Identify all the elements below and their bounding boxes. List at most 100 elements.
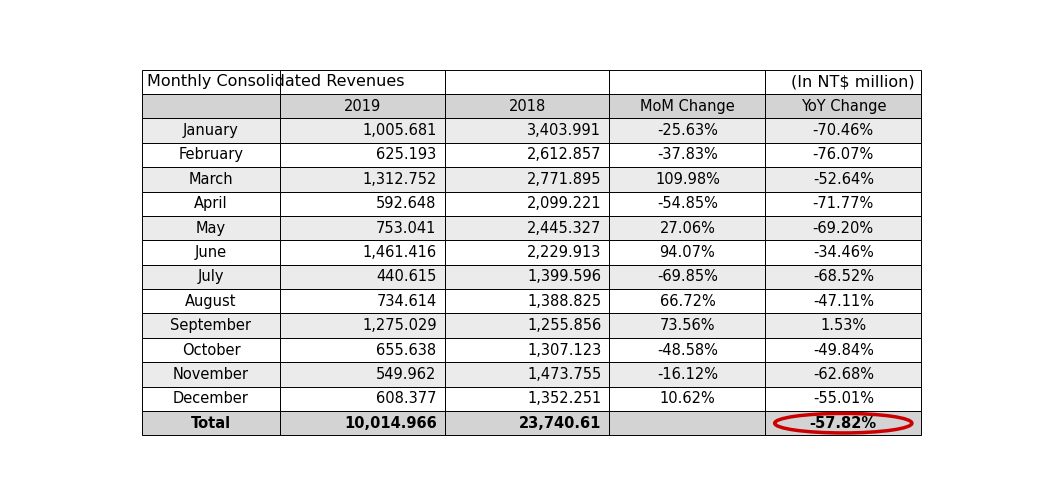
Bar bbox=[280, 362, 445, 386]
Text: 23,740.61: 23,740.61 bbox=[518, 416, 601, 430]
Text: 753.041: 753.041 bbox=[376, 220, 437, 236]
Bar bbox=[610, 216, 765, 240]
Bar bbox=[765, 118, 921, 143]
Text: 625.193: 625.193 bbox=[376, 148, 437, 162]
Bar bbox=[280, 264, 445, 289]
Bar bbox=[280, 143, 445, 167]
Text: -68.52%: -68.52% bbox=[813, 270, 874, 284]
Bar bbox=[142, 216, 280, 240]
Text: July: July bbox=[198, 270, 224, 284]
Bar bbox=[142, 143, 280, 167]
Text: 27.06%: 27.06% bbox=[660, 220, 716, 236]
Text: 66.72%: 66.72% bbox=[660, 294, 716, 309]
Bar bbox=[280, 289, 445, 314]
Text: (In NT$ million): (In NT$ million) bbox=[791, 74, 915, 90]
Text: 2018: 2018 bbox=[508, 98, 545, 114]
Text: -69.20%: -69.20% bbox=[813, 220, 874, 236]
Bar bbox=[280, 94, 445, 118]
Bar bbox=[445, 338, 610, 362]
Bar bbox=[445, 192, 610, 216]
Bar bbox=[610, 289, 765, 314]
Text: December: December bbox=[173, 392, 249, 406]
Text: 2,771.895: 2,771.895 bbox=[527, 172, 601, 187]
Text: -34.46%: -34.46% bbox=[813, 245, 873, 260]
Text: -55.01%: -55.01% bbox=[813, 392, 874, 406]
Bar bbox=[765, 362, 921, 386]
Text: 440.615: 440.615 bbox=[376, 270, 437, 284]
Bar bbox=[142, 264, 280, 289]
Text: -52.64%: -52.64% bbox=[813, 172, 874, 187]
Text: 2019: 2019 bbox=[344, 98, 382, 114]
Bar bbox=[280, 411, 445, 436]
Text: 3,403.991: 3,403.991 bbox=[527, 123, 601, 138]
Text: -76.07%: -76.07% bbox=[813, 148, 874, 162]
Bar bbox=[765, 94, 921, 118]
Bar bbox=[142, 167, 280, 192]
Bar bbox=[445, 118, 610, 143]
Text: 2,229.913: 2,229.913 bbox=[527, 245, 601, 260]
Text: -57.82%: -57.82% bbox=[810, 416, 877, 430]
Text: -70.46%: -70.46% bbox=[813, 123, 874, 138]
Bar bbox=[445, 314, 610, 338]
Bar bbox=[445, 143, 610, 167]
Bar bbox=[765, 143, 921, 167]
Text: May: May bbox=[196, 220, 226, 236]
Text: 1,307.123: 1,307.123 bbox=[527, 342, 601, 357]
Bar bbox=[610, 118, 765, 143]
Text: -47.11%: -47.11% bbox=[813, 294, 874, 309]
Text: January: January bbox=[184, 123, 239, 138]
Text: February: February bbox=[178, 148, 244, 162]
Text: 1,005.681: 1,005.681 bbox=[362, 123, 437, 138]
Text: -37.83%: -37.83% bbox=[657, 148, 718, 162]
Text: October: October bbox=[181, 342, 241, 357]
Text: 1,388.825: 1,388.825 bbox=[527, 294, 601, 309]
Text: Total: Total bbox=[191, 416, 231, 430]
Bar bbox=[610, 386, 765, 411]
Text: 655.638: 655.638 bbox=[376, 342, 437, 357]
Bar bbox=[142, 338, 280, 362]
Bar bbox=[765, 314, 921, 338]
Bar bbox=[610, 362, 765, 386]
Bar bbox=[142, 94, 280, 118]
Text: 1,473.755: 1,473.755 bbox=[527, 367, 601, 382]
Text: -49.84%: -49.84% bbox=[813, 342, 874, 357]
Bar bbox=[765, 264, 921, 289]
Bar bbox=[610, 167, 765, 192]
Text: 1,399.596: 1,399.596 bbox=[527, 270, 601, 284]
Bar bbox=[445, 362, 610, 386]
Text: -71.77%: -71.77% bbox=[813, 196, 874, 211]
Bar bbox=[280, 167, 445, 192]
Bar bbox=[610, 240, 765, 264]
Bar bbox=[765, 386, 921, 411]
Text: August: August bbox=[186, 294, 236, 309]
Bar bbox=[445, 386, 610, 411]
Bar bbox=[765, 338, 921, 362]
Text: 734.614: 734.614 bbox=[376, 294, 437, 309]
Text: 109.98%: 109.98% bbox=[655, 172, 720, 187]
Text: Monthly Consolidated Revenues: Monthly Consolidated Revenues bbox=[147, 74, 404, 90]
Bar bbox=[280, 386, 445, 411]
Bar bbox=[142, 289, 280, 314]
Bar bbox=[765, 289, 921, 314]
Text: April: April bbox=[194, 196, 228, 211]
Bar bbox=[142, 240, 280, 264]
Text: -54.85%: -54.85% bbox=[656, 196, 718, 211]
Bar bbox=[445, 94, 610, 118]
Bar bbox=[445, 216, 610, 240]
Text: June: June bbox=[195, 245, 227, 260]
Bar bbox=[445, 289, 610, 314]
Text: 73.56%: 73.56% bbox=[660, 318, 716, 333]
Bar bbox=[610, 143, 765, 167]
Bar bbox=[765, 167, 921, 192]
Bar bbox=[445, 411, 610, 436]
Text: -69.85%: -69.85% bbox=[656, 270, 718, 284]
Bar bbox=[280, 314, 445, 338]
Text: 1,255.856: 1,255.856 bbox=[527, 318, 601, 333]
Bar bbox=[610, 264, 765, 289]
Text: 10,014.966: 10,014.966 bbox=[344, 416, 437, 430]
Bar bbox=[445, 264, 610, 289]
Text: YoY Change: YoY Change bbox=[801, 98, 886, 114]
Text: March: March bbox=[189, 172, 233, 187]
Text: 2,612.857: 2,612.857 bbox=[527, 148, 601, 162]
Text: 608.377: 608.377 bbox=[376, 392, 437, 406]
